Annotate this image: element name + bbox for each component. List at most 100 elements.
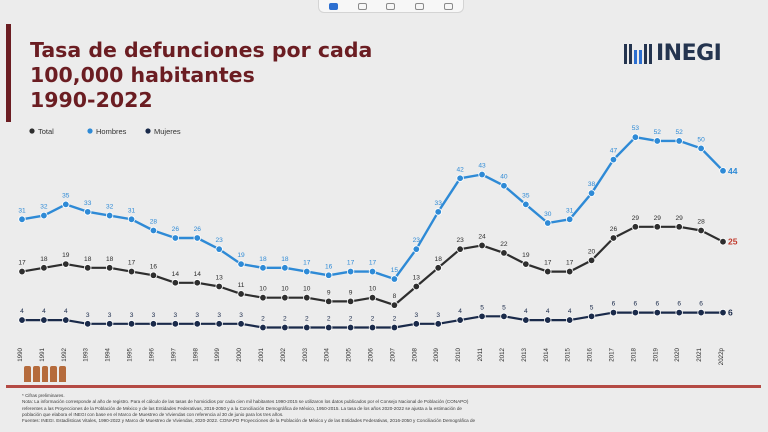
data-label: 2 [349, 316, 353, 323]
x-tick-label: 1996 [148, 347, 155, 361]
footnote-line: población que elabora el INEGI con base … [22, 411, 284, 417]
data-point [127, 320, 136, 328]
data-label: 31 [128, 207, 136, 214]
data-point [675, 137, 683, 145]
data-label: 17 [544, 260, 552, 267]
data-label: 52 [654, 129, 662, 136]
data-label: 28 [150, 219, 158, 226]
data-point [171, 234, 180, 242]
x-tick-label: 2016 [587, 347, 594, 361]
data-point [500, 249, 508, 257]
x-tick-label: 1994 [105, 347, 112, 361]
data-label: 22 [500, 241, 508, 248]
legend-marker [145, 128, 151, 134]
select-icon[interactable] [328, 2, 338, 10]
footnote-line: Fuentes: INEGI. Estadísticas Vitales, 19… [22, 418, 476, 424]
data-label: 4 [458, 308, 462, 315]
data-point [697, 308, 705, 317]
data-label: 18 [435, 256, 443, 263]
data-point [522, 260, 530, 268]
data-label: 18 [259, 256, 267, 263]
data-label: 19 [522, 252, 530, 259]
data-label: 29 [654, 215, 662, 222]
data-label: 3 [152, 312, 156, 319]
data-point [434, 320, 442, 328]
data-label: 6 [634, 301, 638, 308]
data-point [587, 256, 596, 265]
data-point [171, 320, 180, 328]
data-point [62, 316, 70, 324]
data-point [303, 267, 311, 276]
x-tick-label: 1998 [192, 347, 199, 361]
data-label: 18 [281, 256, 289, 263]
data-label: 5 [590, 304, 594, 311]
data-label: 40 [500, 174, 508, 181]
data-point [478, 312, 486, 321]
data-label: 43 [478, 163, 486, 170]
data-point [434, 264, 442, 272]
data-label: 33 [84, 200, 92, 207]
x-tick-label: 2018 [630, 347, 637, 361]
data-point [719, 237, 727, 246]
data-label: 26 [194, 226, 202, 233]
data-point [215, 282, 223, 291]
x-tick-label: 2001 [258, 347, 265, 361]
x-tick-label: 2015 [565, 347, 572, 361]
data-point [653, 137, 661, 145]
x-tick-label: 1995 [127, 347, 134, 361]
data-point [193, 279, 201, 287]
data-label: 30 [544, 211, 552, 218]
inegi-logo-text: INEGI [656, 41, 722, 66]
data-point [565, 316, 574, 324]
x-tick-label: 1999 [214, 347, 221, 361]
copy-icon[interactable] [357, 2, 367, 10]
data-point [193, 320, 201, 328]
data-label: 3 [239, 312, 243, 319]
footnote-line: Nota: La información corresponde al año … [22, 399, 469, 405]
data-label: 4 [568, 308, 572, 315]
legend-marker [29, 128, 35, 134]
x-tick-label: 2017 [608, 347, 615, 361]
data-point [84, 208, 92, 216]
data-point [456, 316, 464, 324]
data-point [544, 219, 552, 227]
data-label: 32 [40, 204, 48, 211]
data-point [609, 234, 618, 242]
data-label: 35 [522, 192, 530, 199]
line-chart: Total Hombres Mujeres 17 18 19 18 18 17 16 14 14 13 1… [17, 125, 738, 365]
data-label: 31 [18, 207, 26, 214]
x-tick-label: 2010 [455, 347, 462, 361]
data-label: 26 [610, 226, 618, 233]
data-point [697, 226, 705, 235]
close-icon[interactable] [444, 2, 454, 10]
paste-icon[interactable] [386, 2, 396, 10]
data-label: 17 [303, 260, 311, 267]
legend-marker [87, 128, 93, 134]
data-point [522, 316, 530, 324]
data-label: 25 [728, 237, 738, 247]
data-point [40, 211, 48, 220]
data-label: 6 [612, 301, 616, 308]
data-label: 19 [237, 252, 245, 259]
data-point [84, 320, 92, 328]
data-label: 32 [106, 204, 114, 211]
data-point [675, 223, 683, 231]
x-tick-label: 2014 [543, 347, 550, 361]
data-label: 35 [62, 192, 70, 199]
duplicate-icon[interactable] [415, 2, 425, 10]
data-label: 6 [655, 301, 659, 308]
footnotes: * Cifras preliminares. Nota: La informac… [22, 393, 742, 424]
data-label: 16 [150, 263, 158, 270]
data-label: 2 [371, 316, 375, 323]
data-point [40, 264, 48, 272]
data-label: 3 [217, 312, 221, 319]
data-label: 29 [676, 215, 684, 222]
x-tick-label: 2020 [674, 347, 681, 361]
data-label: 8 [393, 293, 397, 300]
data-point [434, 208, 442, 216]
data-point [478, 241, 486, 250]
data-point [412, 320, 421, 328]
data-point [303, 323, 311, 332]
data-point [631, 133, 640, 141]
x-tick-label: 1991 [39, 347, 46, 361]
